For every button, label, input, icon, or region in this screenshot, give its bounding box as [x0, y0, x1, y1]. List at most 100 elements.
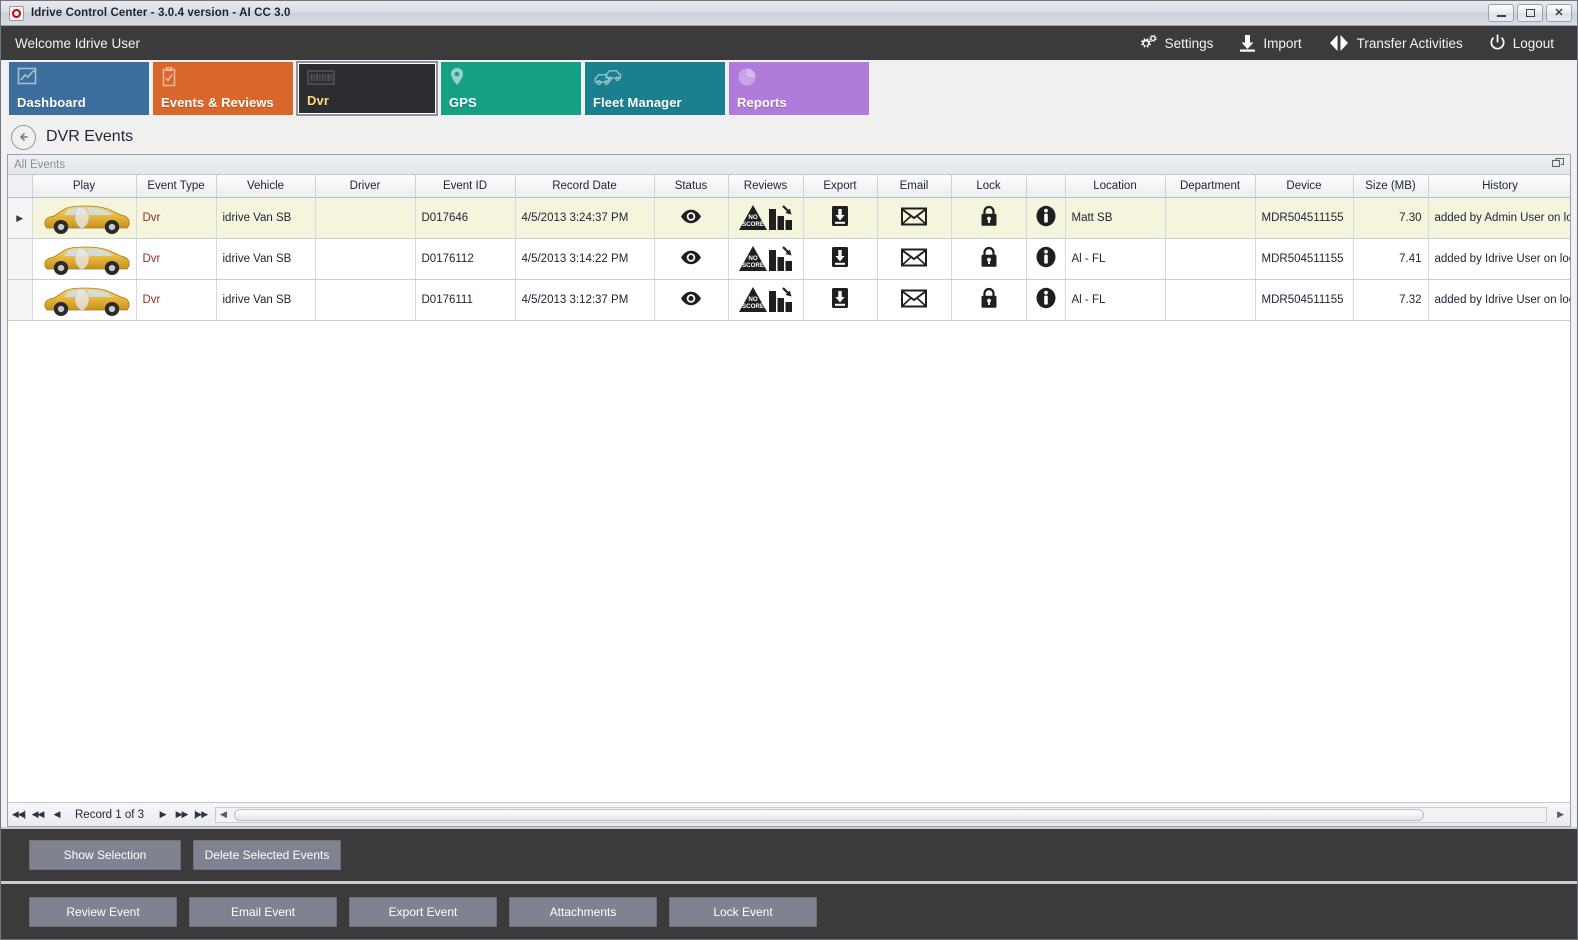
minimize-button[interactable] [1488, 4, 1514, 22]
scroll-right-icon[interactable]: ▶ [1557, 809, 1564, 819]
download-icon [1239, 34, 1256, 52]
next-record-icon[interactable]: ▶ [159, 809, 167, 819]
table-header-row: Play Event Type Vehicle Driver Event ID Recor… [8, 175, 1570, 198]
column-header-email[interactable]: Email [877, 175, 952, 198]
next-page-icon[interactable]: ▶▶ [175, 809, 189, 819]
column-header-event_type[interactable]: Event Type [136, 175, 217, 198]
size-cell: 7.41 [1353, 238, 1429, 280]
panel-restore-icon[interactable] [1551, 157, 1565, 170]
logout-button[interactable]: Logout [1476, 26, 1567, 60]
reviews-cell-no-score-icon[interactable]: NO SCORE [728, 238, 804, 280]
status-cell-eye-icon[interactable] [654, 197, 729, 239]
row-selector[interactable] [8, 238, 33, 280]
review-event-button[interactable]: Review Event [29, 896, 177, 927]
tab-fleet-manager[interactable]: Fleet Manager [585, 62, 725, 115]
prev-page-icon[interactable]: ◀◀ [31, 809, 45, 819]
tab-reports-label: Reports [737, 95, 787, 110]
status-cell-eye-icon[interactable] [654, 238, 729, 280]
lock-event-button[interactable]: Lock Event [669, 896, 817, 927]
table-row[interactable]: Dvr idrive Van SB D0176112 4/5/2013 3:14:22… [8, 238, 1570, 280]
tab-events-reviews[interactable]: Events & Reviews [153, 62, 293, 115]
info-cell-info-icon[interactable] [1026, 279, 1066, 321]
device-cell: MDR504511155 [1255, 197, 1354, 239]
column-header-lock[interactable]: Lock [951, 175, 1027, 198]
window-controls: ✕ [1488, 4, 1572, 22]
tab-dvr[interactable]: Dvr [296, 61, 438, 116]
transfer-icon [1328, 34, 1350, 52]
info-cell-info-icon[interactable] [1026, 238, 1066, 280]
column-header-history[interactable]: History [1428, 175, 1570, 198]
email-cell-envelope-icon[interactable] [877, 197, 952, 239]
last-record-icon[interactable]: |▶▶ [193, 809, 208, 819]
column-header-reviews[interactable]: Reviews [728, 175, 804, 198]
email-cell-envelope-icon[interactable] [877, 238, 952, 280]
settings-button[interactable]: Settings [1123, 26, 1227, 60]
map-pin-icon [449, 67, 581, 89]
column-header-department[interactable]: Department [1165, 175, 1256, 198]
delete-selected-events-button[interactable]: Delete Selected Events [193, 840, 341, 870]
column-header-location[interactable]: Location [1065, 175, 1166, 198]
device-cell: MDR504511155 [1255, 279, 1354, 321]
table-row[interactable]: ▶ Dvr idrive Van SB D017646 4/5/2013 3:24:3… [8, 197, 1570, 239]
event-type-cell: Dvr [136, 279, 217, 321]
reviews-cell-no-score-icon[interactable]: NO SCORE [728, 197, 804, 239]
module-tab-strip: Dashboard Events & Reviews [1, 60, 1577, 120]
column-header-record_date[interactable]: Record Date [515, 175, 655, 198]
vehicle-cell: idrive Van SB [216, 279, 316, 321]
column-header-size_mb[interactable]: Size (MB) [1353, 175, 1429, 198]
column-header-sel[interactable] [8, 175, 33, 198]
column-header-status[interactable]: Status [654, 175, 729, 198]
tab-dvr-label: Dvr [307, 93, 329, 108]
row-selector[interactable] [8, 279, 33, 321]
export-event-button[interactable]: Export Event [349, 896, 497, 927]
lock-cell-padlock-icon[interactable] [951, 279, 1027, 321]
email-event-button[interactable]: Email Event [189, 896, 337, 927]
tab-reports[interactable]: Reports [729, 62, 869, 115]
play-cell[interactable] [32, 279, 137, 321]
export-cell-download-box-icon[interactable] [803, 197, 878, 239]
export-cell-download-box-icon[interactable] [803, 279, 878, 321]
info-cell-info-icon[interactable] [1026, 197, 1066, 239]
play-cell[interactable] [32, 238, 137, 280]
scrollbar-thumb[interactable] [234, 808, 1425, 821]
lock-cell-padlock-icon[interactable] [951, 197, 1027, 239]
driver-cell [315, 238, 416, 280]
column-header-export[interactable]: Export [803, 175, 878, 198]
prev-record-icon[interactable]: ◀ [53, 809, 61, 819]
column-header-device[interactable]: Device [1255, 175, 1354, 198]
attachments-button[interactable]: Attachments [509, 896, 657, 927]
event-id-cell: D017646 [415, 197, 516, 239]
table-row[interactable]: Dvr idrive Van SB D0176111 4/5/2013 3:12:37… [8, 279, 1570, 321]
window-title: Idrive Control Center - 3.0.4 version - … [31, 7, 291, 19]
import-button[interactable]: Import [1226, 26, 1314, 60]
status-cell-eye-icon[interactable] [654, 279, 729, 321]
svg-text:SCORE: SCORE [741, 303, 763, 310]
email-cell-envelope-icon[interactable] [877, 279, 952, 321]
event-type-cell: Dvr [136, 197, 217, 239]
horizontal-scrollbar[interactable]: ◀ [215, 806, 1548, 823]
column-header-play[interactable]: Play [32, 175, 137, 198]
tab-dashboard[interactable]: Dashboard [9, 62, 149, 115]
column-header-driver[interactable]: Driver [315, 175, 416, 198]
location-cell: Al - FL [1065, 279, 1166, 321]
first-record-icon[interactable]: ◀◀| [11, 809, 26, 819]
transfer-activities-button[interactable]: Transfer Activities [1315, 26, 1476, 60]
maximize-button[interactable] [1517, 4, 1543, 22]
column-header-vehicle[interactable]: Vehicle [216, 175, 316, 198]
history-cell: added by Idrive User on loca [1428, 238, 1570, 280]
table-body: ▶ Dvr idrive Van SB D017646 4/5/2013 3:24:3… [8, 197, 1570, 321]
close-button[interactable]: ✕ [1546, 4, 1572, 22]
show-selection-button[interactable]: Show Selection [29, 840, 181, 870]
event-action-bar: Review Event Email Event Export Event At… [1, 881, 1577, 939]
lock-cell-padlock-icon[interactable] [951, 238, 1027, 280]
column-header-event_id[interactable]: Event ID [415, 175, 516, 198]
gear-icon [1136, 33, 1158, 53]
tab-gps[interactable]: GPS [441, 62, 581, 115]
back-arrow-icon[interactable] [11, 124, 36, 150]
play-cell[interactable] [32, 197, 137, 239]
column-header-info[interactable] [1026, 175, 1066, 198]
export-cell-download-box-icon[interactable] [803, 238, 878, 280]
reviews-cell-no-score-icon[interactable]: NO SCORE [728, 279, 804, 321]
scroll-left-icon[interactable]: ◀ [220, 809, 227, 819]
row-selector[interactable]: ▶ [8, 197, 33, 239]
